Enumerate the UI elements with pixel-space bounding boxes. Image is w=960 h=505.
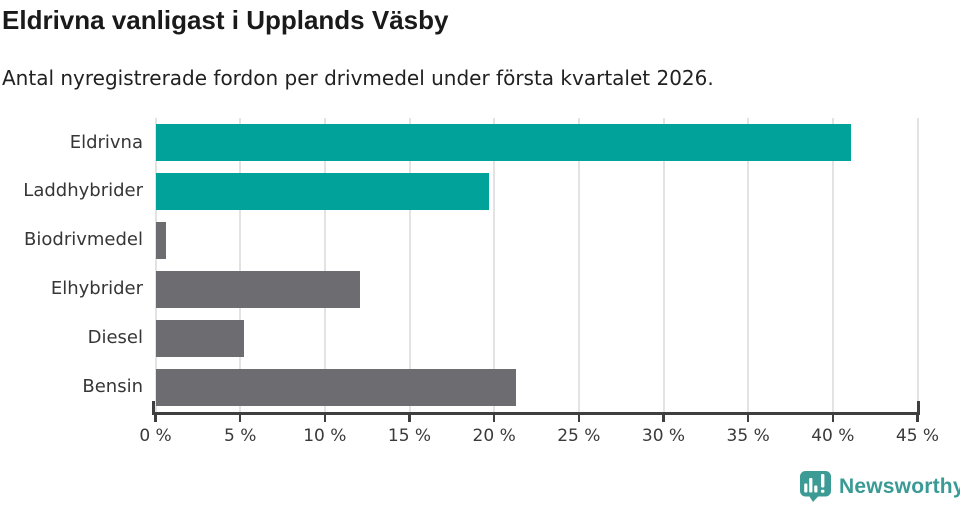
x-axis-tick	[916, 414, 919, 422]
x-tick-label: 15 %	[387, 426, 432, 446]
brand-name: Newsworthy	[839, 474, 960, 498]
y-axis-label: Eldrivna	[69, 131, 143, 153]
gridline	[408, 118, 411, 412]
x-axis-tick	[492, 414, 496, 422]
x-axis-line	[152, 411, 920, 415]
x-axis-tick	[746, 414, 750, 422]
gridline	[916, 118, 919, 412]
gridline	[747, 118, 750, 412]
x-tick-label: 45 %	[895, 426, 940, 446]
bar-biodrivmedel	[155, 221, 166, 259]
x-tick-label: 5 %	[223, 426, 257, 446]
x-tick-label: 20 %	[472, 426, 516, 446]
x-tick-label: 0 %	[139, 426, 172, 446]
gridline	[323, 118, 326, 412]
gridline	[577, 118, 580, 412]
gridline	[154, 118, 157, 412]
y-axis-label: Diesel	[87, 327, 143, 349]
x-tick-label: 35 %	[726, 426, 770, 446]
x-axis-tick	[323, 414, 327, 422]
chart-subtitle: Antal nyregistrerade fordon per drivmede…	[2, 66, 714, 90]
bar-bensin	[155, 368, 517, 406]
x-axis-tick	[662, 414, 665, 422]
x-tick-label: 10 %	[303, 426, 347, 446]
x-axis-tick	[408, 414, 411, 422]
newsworthy-logo-icon	[800, 471, 831, 502]
bar-elhybrider	[155, 270, 361, 308]
y-axis-label: Laddhybrider	[23, 180, 143, 202]
gridline	[831, 118, 834, 412]
x-tick-label: 25 %	[557, 426, 601, 446]
gridline	[493, 118, 496, 412]
x-axis-tick	[154, 414, 157, 422]
x-axis-tick	[831, 414, 835, 422]
x-axis-end-cap	[916, 401, 920, 412]
bar-laddhybrider	[155, 172, 490, 210]
y-axis-label: Elhybrider	[50, 278, 143, 300]
x-axis-tick	[238, 414, 242, 422]
brand-footer: Newsworthy	[800, 471, 960, 502]
x-axis-tick	[577, 414, 581, 422]
y-axis-label: Biodrivmedel	[24, 229, 143, 251]
gridline	[239, 118, 242, 412]
x-tick-label: 30 %	[641, 426, 686, 446]
chart-title: Eldrivna vanligast i Upplands Väsby	[2, 5, 449, 35]
gridline	[662, 118, 665, 412]
x-axis-end-cap	[152, 401, 155, 412]
bar-diesel	[155, 319, 244, 357]
y-axis-label: Bensin	[82, 376, 143, 398]
bar-eldrivna	[155, 124, 852, 161]
x-tick-label: 40 %	[811, 426, 855, 446]
